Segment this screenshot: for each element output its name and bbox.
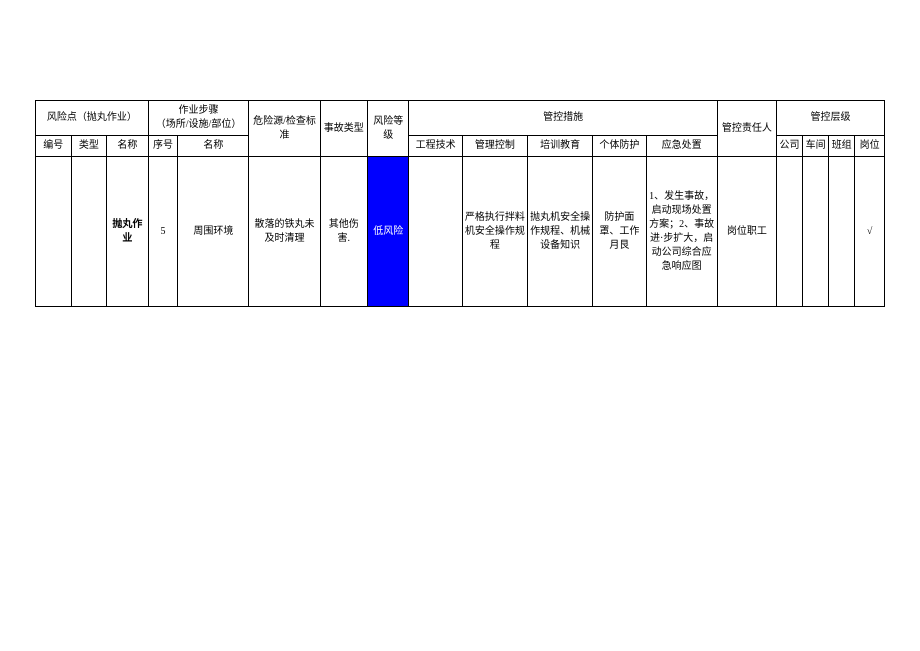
cell-position: √	[855, 157, 885, 307]
cell-hazard-source: 散落的铁丸未及时清理	[249, 157, 320, 307]
header-emergency: 应急处置	[646, 136, 717, 157]
header-work-step-group: 作业步骤 （场所/设施/部位）	[148, 101, 249, 136]
cell-company	[777, 157, 803, 307]
risk-assessment-table: 风险点（抛丸作业） 作业步骤 （场所/设施/部位） 危险源/检查标准 事故类型 …	[35, 100, 885, 307]
cell-type	[71, 157, 107, 307]
header-company: 公司	[777, 136, 803, 157]
table-body: 抛丸作业 5 周围环境 散落的铁丸未及时清理 其他伤害. 低风险 严格执行拌料机…	[36, 157, 885, 307]
cell-control-responsible: 岗位职工	[717, 157, 776, 307]
cell-training: 抛丸机安全操作规程、机械设备知识	[528, 157, 593, 307]
cell-emergency: 1、发生事故，启动现场处置方案；2、事故进·步扩大，启动公司综合应急响应图	[646, 157, 717, 307]
header-risk-point-group: 风险点（抛丸作业）	[36, 101, 149, 136]
header-accident-type: 事故类型	[320, 101, 367, 157]
cell-personal-protection: 防护面罩、工作月艮	[593, 157, 646, 307]
cell-name: 抛丸作业	[107, 157, 149, 307]
header-risk-level: 风险等级	[368, 101, 409, 157]
header-position: 岗位	[855, 136, 885, 157]
header-row-1: 风险点（抛丸作业） 作业步骤 （场所/设施/部位） 危险源/检查标准 事故类型 …	[36, 101, 885, 136]
cell-accident-type: 其他伤害.	[320, 157, 367, 307]
cell-team	[829, 157, 855, 307]
header-number: 编号	[36, 136, 72, 157]
cell-step-name: 周围环境	[178, 157, 249, 307]
table-header: 风险点（抛丸作业） 作业步骤 （场所/设施/部位） 危险源/检查标准 事故类型 …	[36, 101, 885, 157]
header-personal-protection: 个体防护	[593, 136, 646, 157]
cell-engineering	[409, 157, 462, 307]
cell-number	[36, 157, 72, 307]
header-hazard-source: 危险源/检查标准	[249, 101, 320, 157]
data-row: 抛丸作业 5 周围环境 散落的铁丸未及时清理 其他伤害. 低风险 严格执行拌料机…	[36, 157, 885, 307]
cell-workshop	[803, 157, 829, 307]
cell-management: 严格执行拌料机安全操作规程	[462, 157, 527, 307]
header-control-level-group: 管控层级	[777, 101, 885, 136]
header-name: 名称	[107, 136, 149, 157]
cell-risk-level: 低风险	[368, 157, 409, 307]
cell-seq: 5	[148, 157, 178, 307]
header-control-measures: 管控措施	[409, 101, 717, 136]
header-team: 班组	[829, 136, 855, 157]
header-control-responsible: 管控责任人	[717, 101, 776, 157]
header-seq: 序号	[148, 136, 178, 157]
header-training: 培训教育	[528, 136, 593, 157]
header-workshop: 车间	[803, 136, 829, 157]
header-management: 管理控制	[462, 136, 527, 157]
header-type: 类型	[71, 136, 107, 157]
header-step-name: 名称	[178, 136, 249, 157]
header-engineering: 工程技术	[409, 136, 462, 157]
